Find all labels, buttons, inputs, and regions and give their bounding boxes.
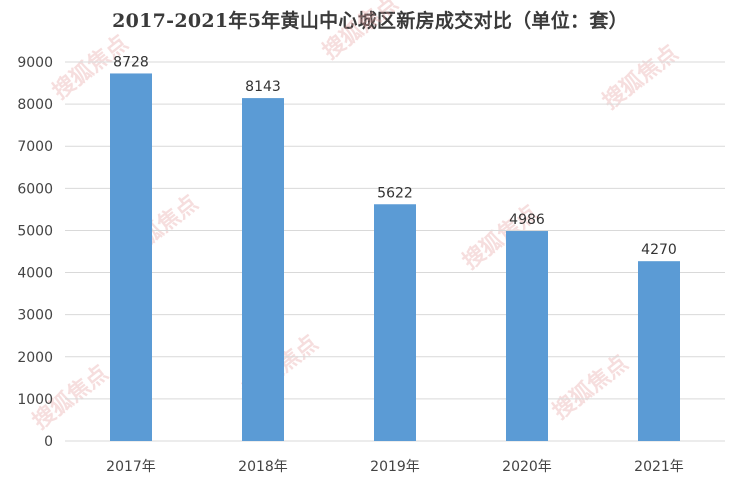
data-labels: 8728 8143 5622 4986 4270 bbox=[113, 54, 677, 258]
watermark-text: 搜狐焦点 bbox=[318, 0, 403, 65]
data-label: 5622 bbox=[377, 185, 413, 201]
data-label: 4986 bbox=[509, 212, 545, 228]
y-tick-label: 5000 bbox=[17, 223, 53, 239]
y-axis-tick-labels: 0 1000 2000 3000 4000 5000 6000 7000 8000 9000 bbox=[17, 55, 53, 450]
bar-2017年 bbox=[110, 73, 152, 441]
y-tick-label: 9000 bbox=[17, 55, 53, 71]
x-category-label: 2018年 bbox=[238, 459, 288, 475]
watermark-text: 搜狐焦点 bbox=[548, 350, 633, 425]
x-category-label: 2019年 bbox=[370, 459, 420, 475]
y-tick-label: 4000 bbox=[17, 266, 53, 282]
data-label: 8143 bbox=[245, 79, 281, 95]
bar-2020年 bbox=[506, 231, 548, 441]
y-tick-label: 3000 bbox=[17, 308, 53, 324]
y-tick-label: 2000 bbox=[17, 350, 53, 366]
watermark-text: 搜狐焦点 bbox=[598, 40, 683, 115]
y-tick-label: 8000 bbox=[17, 97, 53, 113]
y-tick-label: 7000 bbox=[17, 139, 53, 155]
x-category-label: 2017年 bbox=[106, 459, 156, 475]
chart-title: 2017-2021年5年黄山中心城区新房成交对比（单位：套） bbox=[112, 10, 628, 32]
y-tick-label: 6000 bbox=[17, 181, 53, 197]
data-label: 4270 bbox=[641, 242, 677, 258]
bar-2019年 bbox=[374, 204, 416, 441]
bar-2018年 bbox=[242, 98, 284, 441]
bar-2021年 bbox=[638, 261, 680, 441]
bars bbox=[110, 73, 680, 441]
data-label: 8728 bbox=[113, 54, 149, 70]
x-axis-category-labels: 2017年 2018年 2019年 2020年 2021年 bbox=[106, 459, 684, 475]
y-tick-label: 0 bbox=[44, 434, 53, 450]
x-category-label: 2020年 bbox=[502, 459, 552, 475]
y-tick-label: 1000 bbox=[17, 392, 53, 408]
x-category-label: 2021年 bbox=[634, 459, 684, 475]
